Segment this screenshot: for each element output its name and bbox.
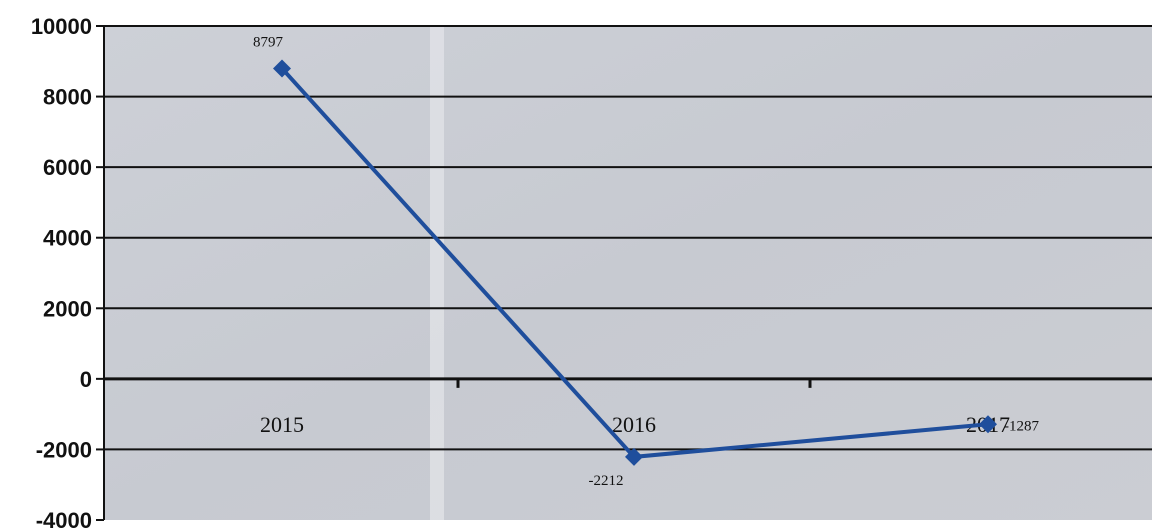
gridlines [104,25,1152,451]
axes [96,25,812,521]
plot-area [104,26,1152,520]
plot-light-band [430,26,444,520]
data-point-marker [625,447,643,466]
data-label: -1287 [1004,418,1039,434]
y-tick-label: 10000 [31,14,92,39]
data-label: -2212 [589,473,624,489]
y-tick-label: -2000 [36,437,92,462]
y-tick-labels: 10000 8000 6000 4000 2000 0 -2000 -4000 [31,14,92,531]
data-label: 8797 [253,34,284,50]
x-tick-label: 2015 [260,412,304,437]
x-tick-label: 2016 [612,412,656,437]
y-tick-label: 4000 [43,226,92,251]
data-labels: 8797 -2212 -1287 [253,34,1039,488]
data-point-marker [979,415,997,434]
y-tick-label: 0 [80,367,92,392]
series-layer [273,59,997,466]
y-tick-label: 8000 [43,85,92,110]
y-tick-label: 6000 [43,155,92,180]
y-tick-label: 2000 [43,296,92,321]
y-tick-label: -4000 [36,508,92,531]
data-point-marker [273,59,291,78]
